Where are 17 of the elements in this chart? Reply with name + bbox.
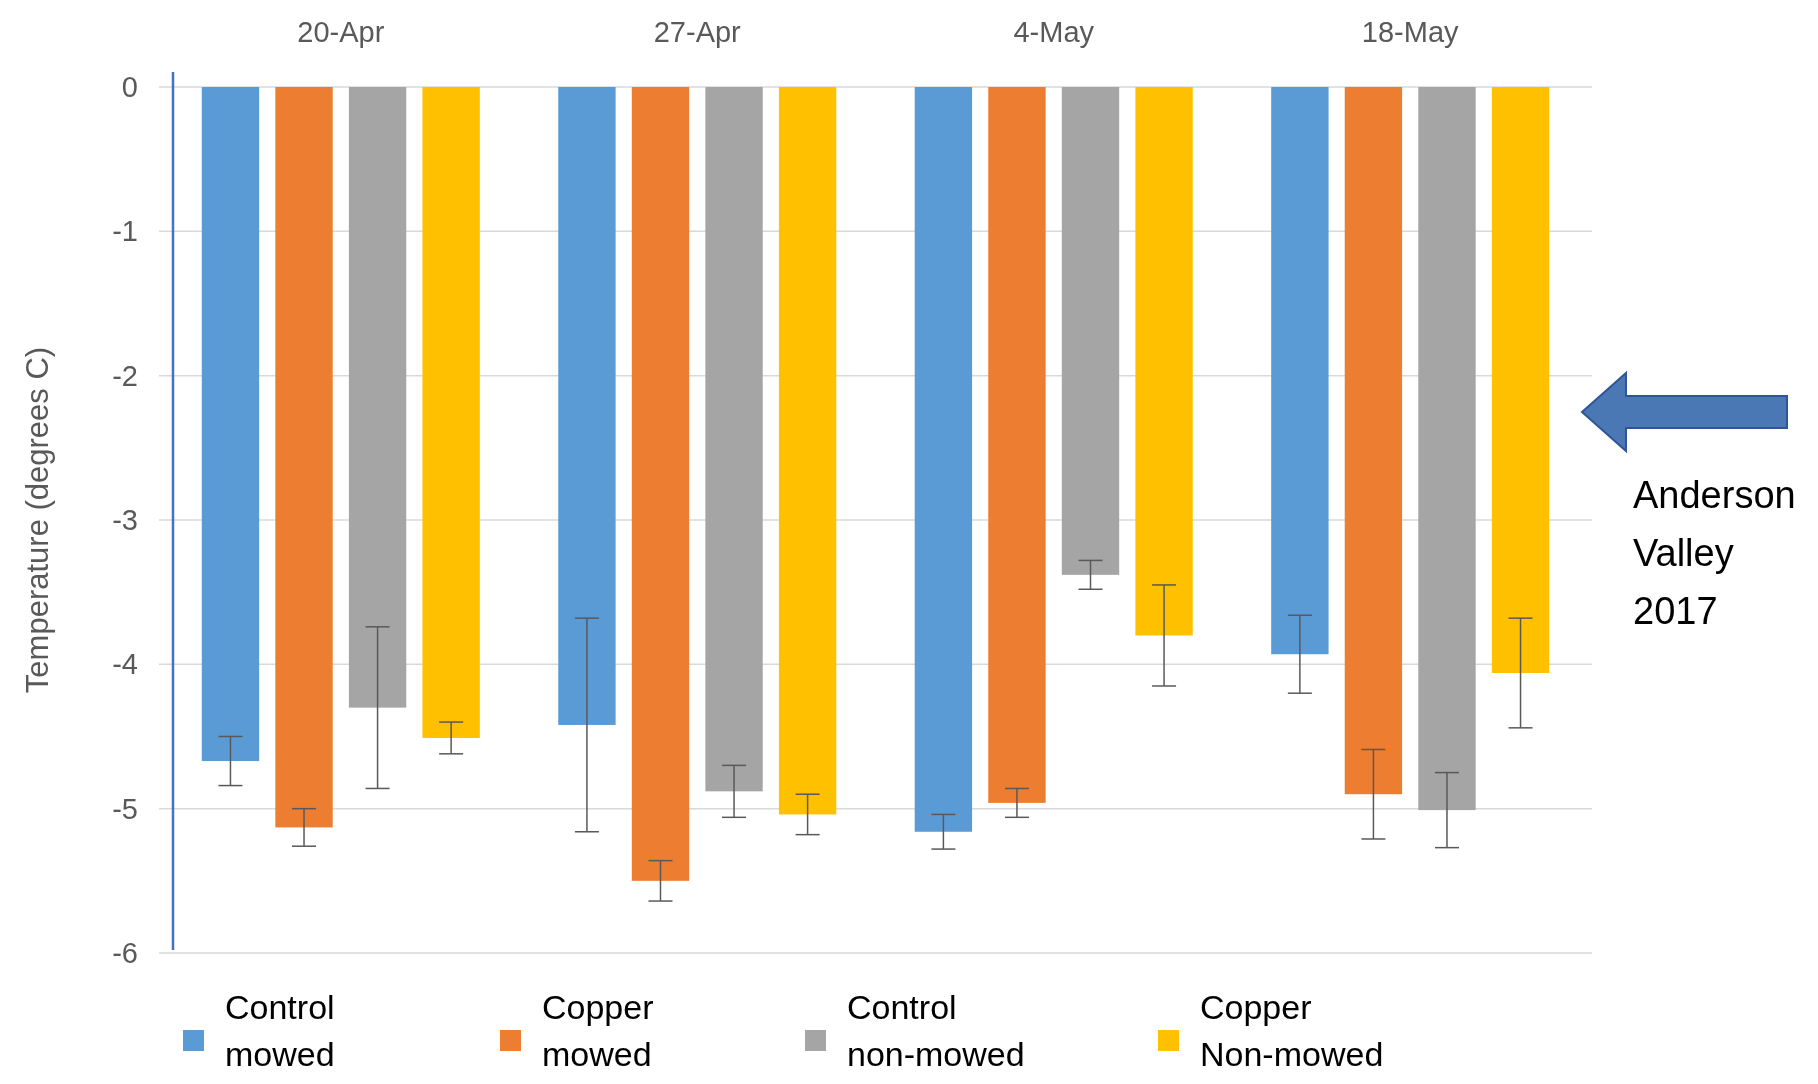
y-tick-label: 0 <box>121 71 138 104</box>
x-tick-label: 27-Apr <box>653 16 742 48</box>
legend-label: Control mowed <box>225 988 335 1073</box>
x-tick-label: 4-May <box>1013 16 1095 48</box>
x-tick-label: 18-May <box>1361 16 1460 48</box>
legend-label: Copper Non-mowed <box>1200 988 1384 1073</box>
y-tick-label: -4 <box>112 648 138 681</box>
y-tick-label: -1 <box>112 215 138 248</box>
y-tick-label: -2 <box>112 359 138 392</box>
text: Anderson Valley 2017 <box>1633 474 1796 632</box>
y-axis-title: Temperature (degrees C) <box>20 346 55 694</box>
y-tick-label: -6 <box>112 937 138 970</box>
legend-label: Control non-mowed <box>847 988 1025 1073</box>
legend-label: Copper mowed <box>542 988 654 1073</box>
x-tick-label: 20-Apr <box>297 16 385 48</box>
y-tick-label: -5 <box>112 792 138 825</box>
y-tick-label: -3 <box>112 504 138 537</box>
